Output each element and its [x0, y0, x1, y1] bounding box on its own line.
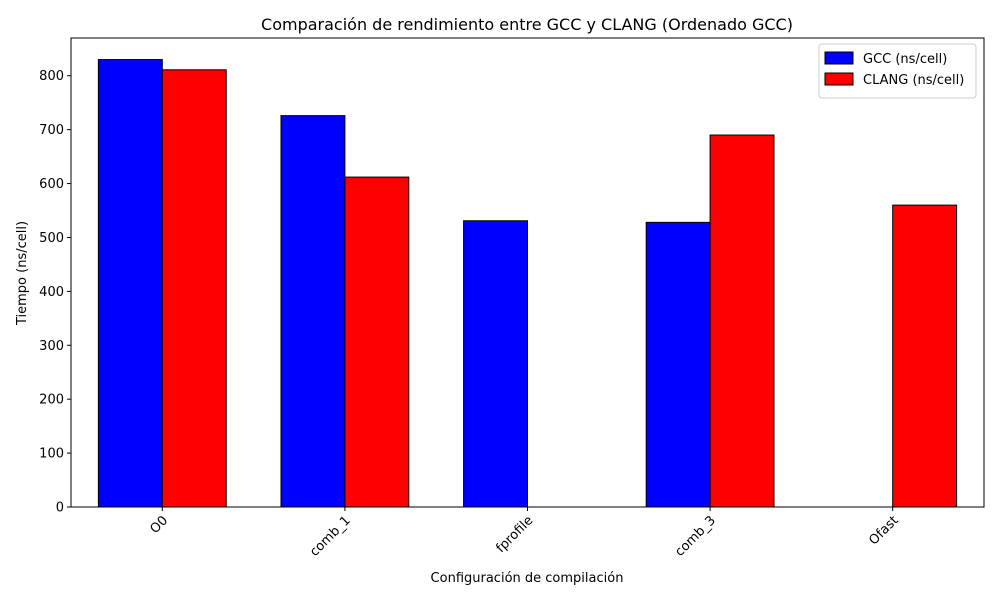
- bar-gcc-comb_1: [280, 115, 346, 508]
- y-tick-label: 0: [56, 501, 64, 516]
- x-axis: O0 comb_1 fprofile comb_3 Ofast: [147, 507, 902, 560]
- y-tick-label: 500: [39, 231, 64, 246]
- chart-title: Comparación de rendimiento entre GCC y C…: [261, 15, 793, 34]
- bar-gcc-comb_3: [645, 221, 711, 508]
- x-tick-label: fprofile: [493, 513, 536, 556]
- legend-swatch: [824, 51, 854, 65]
- bar-gcc-fprofile: [463, 220, 528, 508]
- bar-clang-Ofast: [892, 204, 958, 508]
- y-axis: 0 100 200 300 400 500 600 700 800: [39, 69, 71, 516]
- bar-gcc-O0: [97, 59, 163, 508]
- legend: GCC (ns/cell) CLANG (ns/cell): [818, 43, 977, 99]
- legend-label: GCC (ns/cell): [863, 52, 947, 67]
- y-tick-label: 600: [39, 177, 64, 192]
- y-tick-label: 700: [39, 123, 64, 138]
- x-tick-label: comb_3: [672, 513, 719, 560]
- bar-clang-comb_1: [344, 176, 410, 508]
- legend-swatch: [824, 72, 854, 86]
- legend-label: CLANG (ns/cell): [863, 73, 964, 88]
- y-tick-label: 300: [39, 339, 64, 354]
- x-tick-label: O0: [147, 513, 171, 537]
- y-tick-label: 200: [39, 393, 64, 408]
- bar-clang-O0: [161, 69, 227, 508]
- x-tick-label: comb_1: [307, 513, 354, 560]
- y-tick-label: 400: [39, 285, 64, 300]
- x-axis-label: Configuración de compilación: [431, 571, 624, 586]
- plot-area: [70, 37, 985, 508]
- x-tick-label: Ofast: [866, 513, 901, 548]
- legend-box: [818, 43, 977, 99]
- y-tick-label: 800: [39, 69, 64, 84]
- y-tick-label: 100: [39, 447, 64, 462]
- y-axis-label: Tiempo (ns/cell): [15, 221, 30, 326]
- bar-clang-comb_3: [709, 134, 775, 508]
